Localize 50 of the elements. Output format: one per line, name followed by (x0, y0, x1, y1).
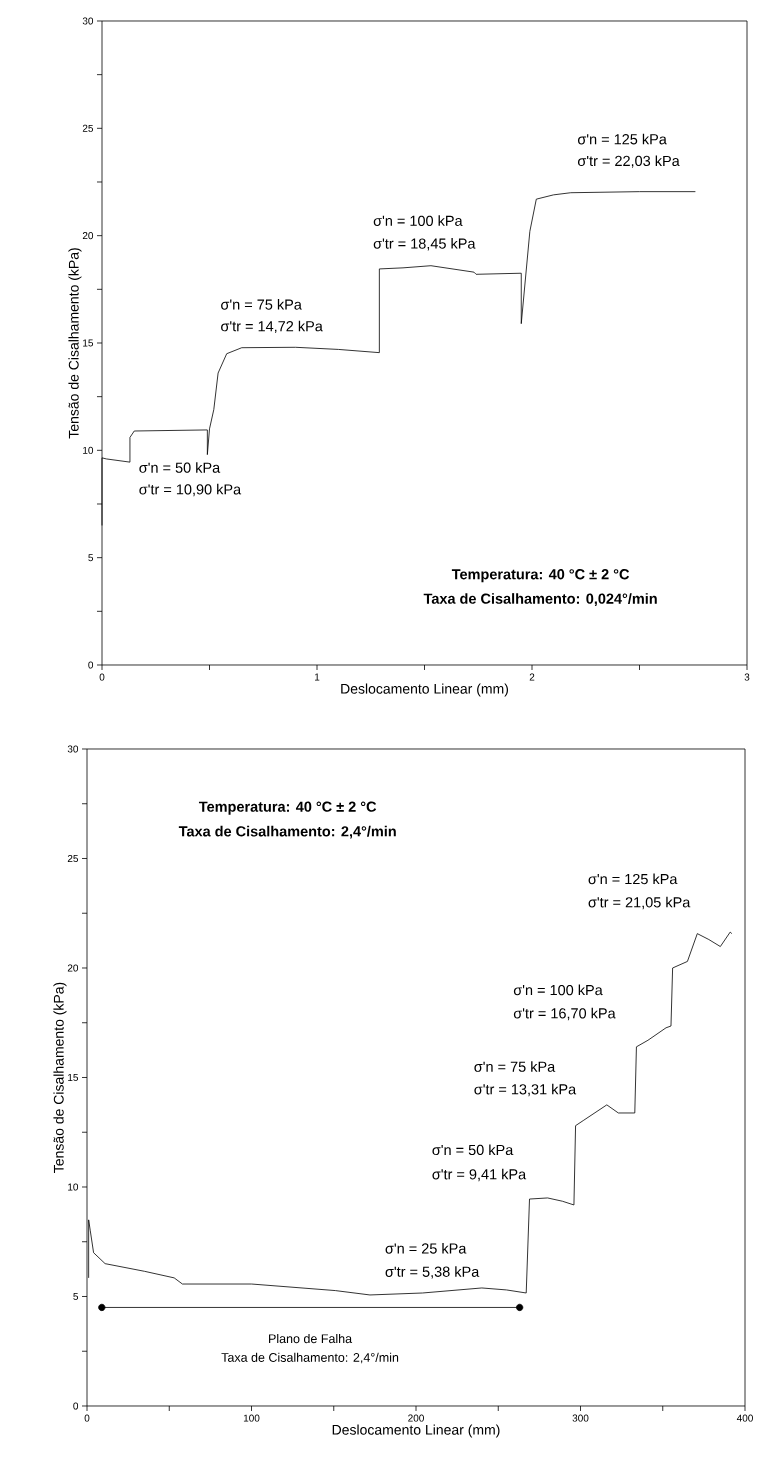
x-tick-label: 100 (243, 1414, 260, 1422)
y-axis-title: Tensão de Cisalhamento (kPa) (53, 982, 67, 1173)
annotation: σ'n = 125 kPa (588, 873, 678, 885)
y-tick-label: 0 (73, 1402, 79, 1410)
annotation: σ'n = 50 kPa (432, 1144, 514, 1156)
annotation: Taxa de Cisalhamento: 2,4°/min (221, 1352, 399, 1364)
annotation: Taxa de Cisalhamento: 2,4°/min (178, 825, 396, 839)
annotation: σ'n = 75 kPa (474, 1061, 556, 1072)
annotation: Taxa de Cisalhamento: 0,024°/min (423, 593, 657, 606)
x-tick-label: 0 (99, 673, 105, 681)
y-tick-label: 5 (73, 1293, 79, 1300)
annotation: σ'tr = 13,31 kPa (474, 1083, 577, 1097)
annotation: σ'tr = 10,90 kPa (139, 483, 242, 497)
x-axis-title: Deslocamento Linear (mm) (332, 1424, 500, 1438)
x-tick-label: 3 (744, 673, 750, 681)
annotation: σ'tr = 5,38 kPa (385, 1266, 480, 1279)
y-tick-label: 30 (67, 745, 79, 753)
annotation: Plano de Falha (269, 1333, 353, 1344)
y-axis-title: Tensão de Cisalhamento (kPa) (68, 248, 82, 439)
annotation: σ'n = 125 kPa (577, 133, 667, 145)
annotation: σ'n = 25 kPa (385, 1242, 467, 1254)
y-tick-label: 25 (67, 854, 79, 863)
annotation: σ'tr = 21,05 kPa (588, 896, 691, 910)
y-tick-label: 15 (68, 1074, 79, 1081)
y-tick-label: 5 (88, 554, 94, 562)
annotation: Temperatura: 40 °C ± 2 °C (451, 569, 630, 583)
x-tick-label: 300 (572, 1414, 589, 1422)
y-tick-label: 0 (88, 661, 94, 669)
y-tick-label: 20 (67, 964, 79, 972)
x-tick-label: 200 (408, 1414, 424, 1422)
y-tick-label: 10 (83, 446, 94, 454)
y-tick-label: 30 (82, 17, 94, 25)
x-tick-label: 1 (314, 673, 320, 681)
annotation: σ'n = 50 kPa (139, 462, 221, 473)
annotation: σ'tr = 18,45 kPa (373, 238, 476, 251)
x-axis-title: Deslocamento Linear (mm) (341, 683, 509, 697)
x-tick-label: 400 (736, 1414, 753, 1422)
y-tick-label: 25 (82, 124, 94, 132)
annotation: σ'tr = 16,70 kPa (513, 1007, 616, 1021)
annotation: Temperatura: 40 °C ± 2 °C (198, 801, 377, 815)
annotation: σ'tr = 22,03 kPa (577, 155, 680, 168)
y-tick-label: 10 (68, 1183, 79, 1191)
annotation: σ'n = 100 kPa (373, 215, 463, 226)
annotation: σ'n = 75 kPa (221, 299, 302, 310)
annotation: σ'tr = 9,41 kPa (432, 1168, 527, 1182)
y-tick-label: 20 (82, 232, 94, 240)
annotation: σ'tr = 14,72 kPa (221, 320, 323, 334)
annotation: σ'n = 100 kPa (513, 984, 603, 996)
y-tick-label: 15 (83, 339, 94, 347)
x-tick-label: 2 (529, 673, 535, 681)
